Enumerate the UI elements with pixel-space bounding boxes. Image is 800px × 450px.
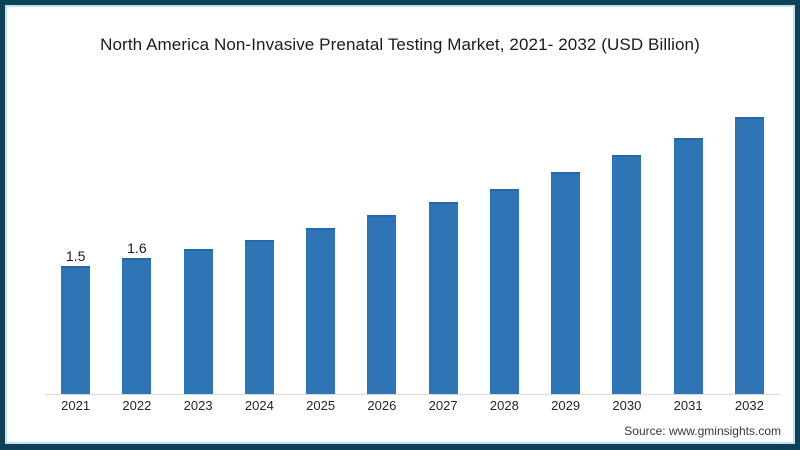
bar [489,189,519,394]
x-axis-labels: 2021 2022 2023 2024 2025 2026 2027 2028 2029 2030… [45,398,780,413]
x-axis-label: 2029 [551,398,581,413]
bar-column [290,90,351,394]
bar-column [474,90,535,394]
x-axis-label: 2032 [734,398,764,413]
bar [183,249,213,394]
bar [367,215,397,394]
source-text: Source: www.gminsights.com [624,424,781,438]
bar-column [351,90,412,394]
bar [612,155,642,394]
bar-column [168,90,229,394]
bar [244,240,274,394]
bar [673,138,703,394]
bar [551,172,581,394]
x-axis-label: 2022 [122,398,152,413]
bar [61,266,91,394]
bar-column [413,90,474,394]
bar [122,258,152,394]
bar-column [658,90,719,394]
x-axis-label: 2030 [612,398,642,413]
bar-column [596,90,657,394]
x-axis-label: 2028 [489,398,519,413]
chart-title: North America Non-Invasive Prenatal Test… [100,35,700,54]
x-axis-label: 2023 [183,398,213,413]
x-axis-label: 2026 [367,398,397,413]
bar [306,228,336,394]
bar-value-label: 1.6 [127,240,147,256]
plot-area: 1.5 1.6 [45,90,780,395]
bar-column: 1.6 [106,90,167,394]
x-axis-label: 2027 [428,398,458,413]
bar [734,117,764,394]
bar-column [229,90,290,394]
bar-column: 1.5 [45,90,106,394]
x-axis-label: 2024 [244,398,274,413]
x-axis-label: 2025 [306,398,336,413]
bar [428,202,458,394]
x-axis-label: 2031 [673,398,703,413]
bar-column [719,90,780,394]
bar-value-label: 1.5 [65,248,86,264]
bar-column [535,90,596,394]
x-axis-label: 2021 [61,398,91,413]
